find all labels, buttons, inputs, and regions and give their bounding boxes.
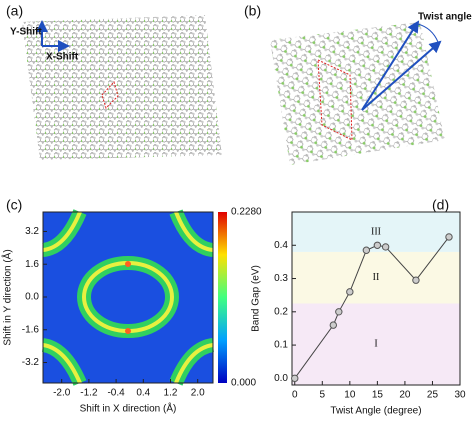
y-tick-label: 0.3 — [274, 273, 288, 284]
arrow — [361, 20, 420, 111]
point — [373, 241, 382, 249]
panel-b: (b) Twist angle — [244, 3, 472, 165]
point — [381, 243, 390, 251]
y-axis-label: Band Gap (eV) — [251, 265, 262, 332]
lattice — [22, 15, 222, 160]
angle-arc — [417, 23, 439, 43]
frame — [291, 211, 461, 386]
unit-cell — [101, 81, 119, 109]
y-tick-label: 0.1 — [274, 340, 288, 351]
point — [362, 246, 371, 254]
twist-label: Twist angle — [418, 12, 472, 23]
x-shift-label: X-Shift — [46, 52, 79, 63]
region-label: I — [374, 339, 377, 350]
x-tick-label: -2.0 — [53, 388, 71, 399]
y-tick-label: 0.2 — [274, 306, 288, 317]
region-label: II — [373, 272, 380, 283]
y-axis-label: Shift in Y direction (Å) — [1, 249, 14, 345]
panel-label: (d) — [432, 197, 449, 213]
point — [445, 233, 453, 241]
arrow — [361, 40, 442, 111]
y-tick-label: -1.6 — [22, 324, 40, 335]
x-tick-label: 15 — [372, 390, 384, 401]
x-tick-label: -0.4 — [107, 388, 125, 399]
point — [329, 321, 338, 329]
colorbar-label: 0.2280 — [231, 207, 262, 218]
y-tick-label: 0.0 — [25, 292, 39, 303]
point — [335, 308, 343, 316]
lattice — [270, 22, 445, 165]
x-tick-label: 0.4 — [136, 388, 150, 399]
colorbar — [218, 212, 227, 383]
x-tick-label: 20 — [399, 390, 411, 401]
point — [412, 276, 420, 284]
point — [346, 288, 354, 296]
panel-label: (c) — [6, 197, 22, 213]
x-axis-label: Twist Angle (degree) — [330, 406, 421, 417]
x-tick-label: 10 — [344, 390, 356, 401]
y-tick-label: 1.6 — [25, 259, 39, 270]
y-tick-label: 0.0 — [274, 373, 288, 384]
x-tick-label: 1.2 — [164, 388, 178, 399]
region — [292, 251, 460, 304]
x-tick-label: 30 — [454, 390, 466, 401]
x-tick-label: -1.2 — [80, 388, 98, 399]
x-tick-label: 2.0 — [191, 388, 205, 399]
x-tick-label: 0 — [292, 390, 298, 401]
y-tick-label: 3.2 — [25, 226, 39, 237]
y-tick-label: 0.4 — [274, 240, 288, 251]
point — [291, 374, 299, 383]
x-axis-label: Shift in X direction (Å) — [80, 402, 177, 415]
x-tick-label: 5 — [320, 390, 326, 401]
x-tick-label: 25 — [427, 390, 439, 401]
y-shift-label: Y-Shift — [10, 27, 42, 38]
panel-label: (a) — [6, 3, 23, 19]
y-tick-label: -3.2 — [22, 357, 40, 368]
region-label: III — [371, 226, 381, 237]
panel-a: (a) Y-Shift X-Shift — [6, 3, 222, 160]
contour-field — [41, 209, 215, 386]
colorbar-label: 0.000 — [231, 378, 256, 389]
panel-label: (b) — [244, 3, 261, 19]
unit-cell — [317, 59, 353, 141]
